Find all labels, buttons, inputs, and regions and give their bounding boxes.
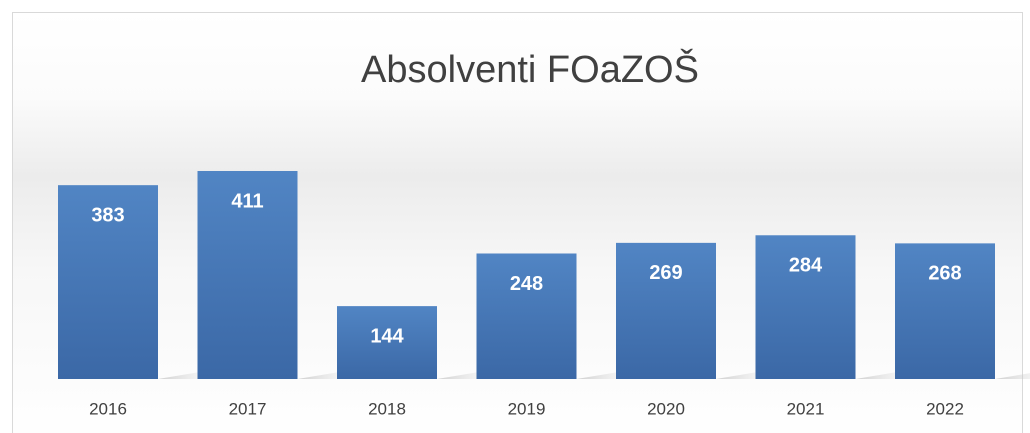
bar	[197, 171, 298, 379]
data-label: 144	[370, 325, 404, 347]
x-tick-label: 2019	[508, 399, 546, 418]
chart-title: Absolventi FOaZOŠ	[361, 47, 699, 91]
bar	[755, 235, 856, 379]
x-tick-label: 2017	[229, 399, 267, 418]
bar-shadow	[995, 373, 1030, 379]
x-tick-label: 2018	[368, 399, 406, 418]
x-tick-label: 2020	[647, 399, 685, 418]
bar	[476, 253, 577, 379]
x-tick-label: 2016	[89, 399, 127, 418]
bar	[58, 185, 158, 379]
data-label: 411	[231, 190, 263, 212]
data-label: 383	[91, 204, 124, 226]
x-tick-label: 2022	[926, 399, 964, 418]
data-label: 269	[649, 262, 682, 284]
data-label: 268	[928, 263, 961, 285]
bar	[337, 306, 437, 379]
bar	[895, 243, 995, 379]
x-tick-label: 2021	[787, 399, 825, 418]
data-label: 248	[510, 273, 543, 295]
data-label: 284	[789, 255, 823, 277]
bar	[616, 242, 716, 379]
